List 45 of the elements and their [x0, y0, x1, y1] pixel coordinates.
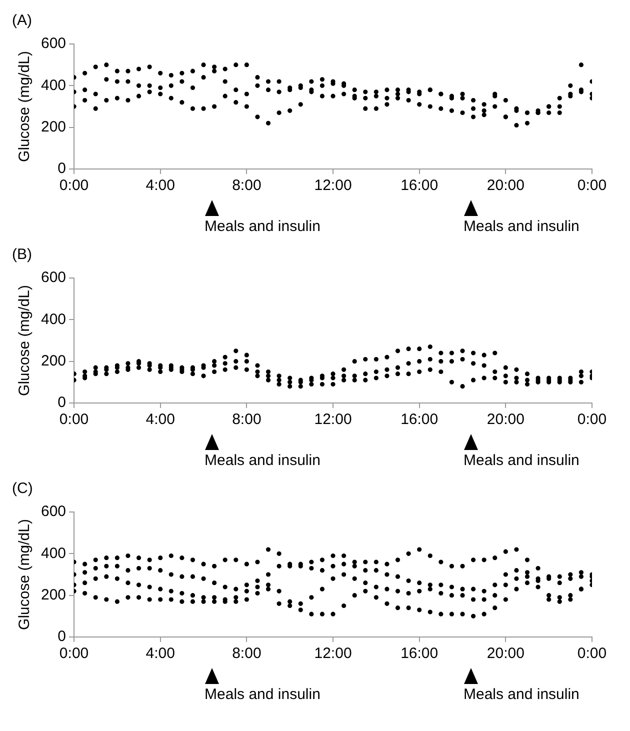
x-tick-label: 8:00	[232, 645, 262, 662]
x-tick-label: 4:00	[146, 177, 175, 194]
y-tick-label: 0	[58, 628, 66, 646]
x-tick-label: 8:00	[232, 177, 262, 194]
chart-title: (A)	[12, 12, 32, 30]
y-tick-label: 0	[58, 160, 66, 178]
x-tick-label: 0:00	[577, 411, 607, 428]
x-tick-label: 16:00	[400, 645, 438, 662]
x-tick-label: 20:00	[486, 411, 524, 428]
y-tick-label: 600	[40, 269, 66, 286]
x-tick-label: 4:00	[146, 411, 175, 428]
text: Meals and insulin	[464, 452, 580, 469]
y-tick-label: 200	[40, 118, 66, 136]
y-axis-title: Glucose (mg/dL)	[16, 519, 34, 630]
x-tick-label: 0:00	[59, 411, 89, 428]
y-tick-label: 200	[40, 352, 66, 370]
x-tick-label: 0:00	[577, 645, 607, 662]
y-tick-label: 400	[40, 310, 66, 328]
x-tick-label: 12:00	[314, 411, 352, 428]
y-axis-title: Glucose (mg/dL)	[16, 285, 34, 396]
y-tick-label: 400	[40, 544, 66, 562]
y-tick-label: 200	[40, 586, 66, 604]
text: Meals and insulin	[204, 686, 320, 703]
x-tick-label: 8:00	[232, 411, 262, 428]
text: Meals and insulin	[204, 452, 320, 469]
x-tick-label: 20:00	[486, 645, 524, 662]
x-tick-label: 16:00	[400, 177, 438, 194]
x-tick-label: 12:00	[314, 177, 352, 194]
x-tick-label: 20:00	[486, 177, 524, 194]
x-tick-label: 16:00	[400, 411, 438, 428]
text: Meals and insulin	[204, 218, 320, 235]
x-tick-label: 0:00	[577, 177, 607, 194]
chart-title: (C)	[12, 480, 33, 498]
y-tick-label: 600	[40, 35, 66, 52]
text: Meals and insulin	[464, 218, 580, 235]
x-tick-label: 0:00	[59, 177, 89, 194]
chart-title: (B)	[12, 246, 32, 264]
text: Meals and insulin	[464, 686, 580, 703]
y-axis-title: Glucose (mg/dL)	[16, 51, 34, 162]
x-tick-label: 12:00	[314, 645, 352, 662]
y-tick-label: 0	[58, 394, 66, 412]
y-tick-label: 400	[40, 76, 66, 94]
y-tick-label: 600	[40, 503, 66, 520]
x-tick-label: 4:00	[146, 645, 175, 662]
x-tick-label: 0:00	[59, 645, 89, 662]
